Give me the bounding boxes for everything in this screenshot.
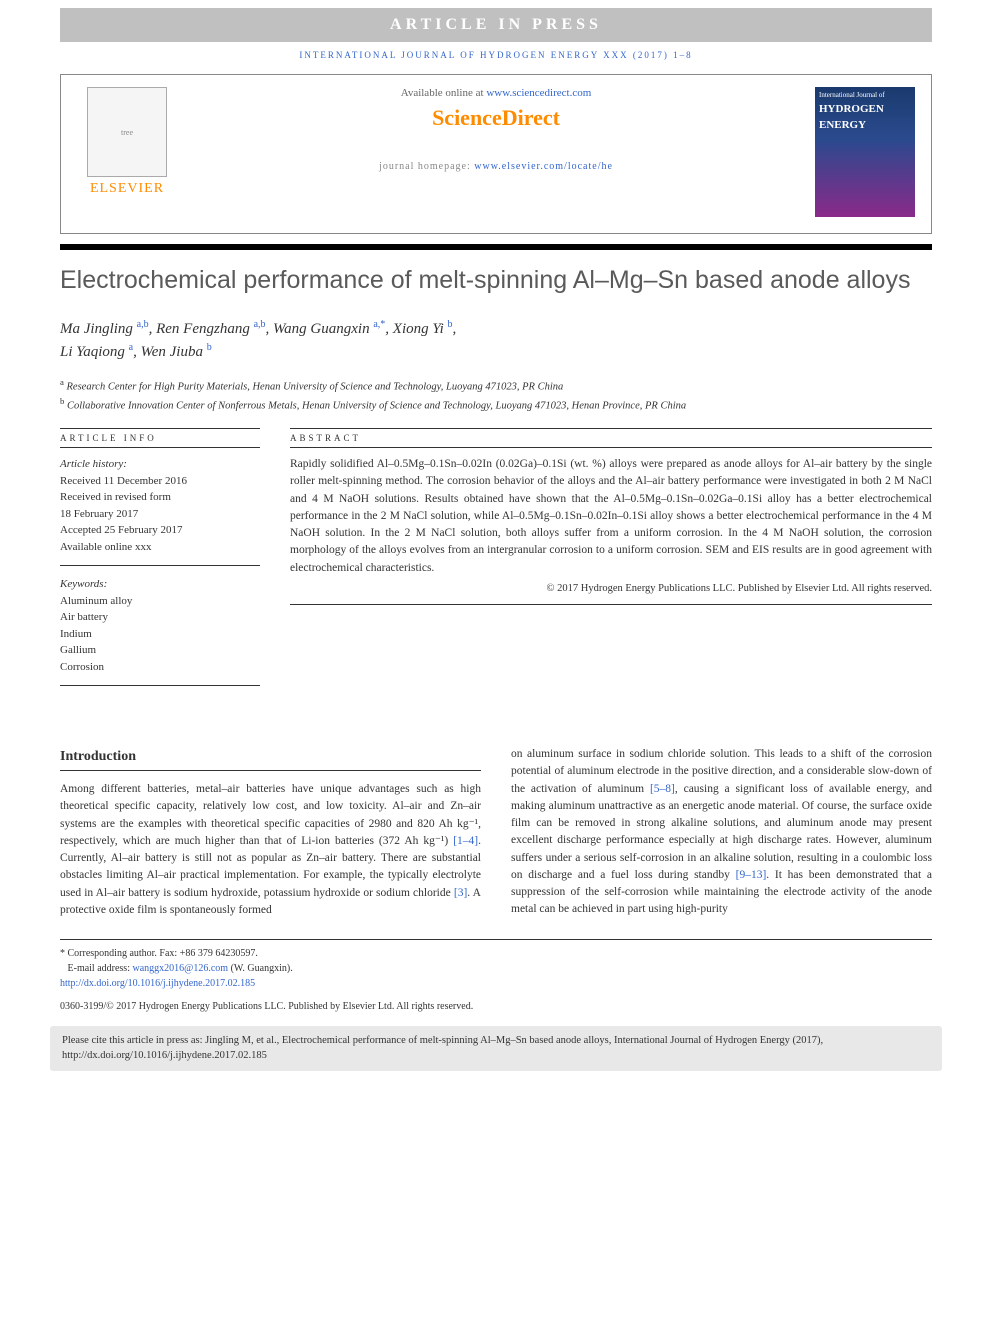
journal-homepage-link[interactable]: www.elsevier.com/locate/he <box>474 161 613 172</box>
journal-homepage-text: journal homepage: www.elsevier.com/locat… <box>197 161 795 172</box>
available-online-text: Available online at www.sciencedirect.co… <box>197 87 795 99</box>
journal-cover-thumbnail: International Journal of HYDROGEN ENERGY <box>815 87 915 217</box>
sciencedirect-url-link[interactable]: www.sciencedirect.com <box>486 87 591 99</box>
elsevier-tree-icon: tree <box>87 87 167 177</box>
abstract-copyright: © 2017 Hydrogen Energy Publications LLC.… <box>290 583 932 594</box>
abstract-column: ABSTRACT Rapidly solidified Al–0.5Mg–0.1… <box>290 428 932 696</box>
cover-title-1: HYDROGEN <box>819 103 911 115</box>
introduction-heading: Introduction <box>60 746 481 771</box>
journal-reference: INTERNATIONAL JOURNAL OF HYDROGEN ENERGY… <box>0 42 992 74</box>
corresponding-author: * Corresponding author. Fax: +86 379 642… <box>60 946 932 961</box>
sciencedirect-logo: ScienceDirect <box>197 105 795 131</box>
keywords-block: Keywords: Aluminum alloy Air battery Ind… <box>60 576 260 686</box>
affiliations: a Research Center for High Purity Materi… <box>60 376 932 415</box>
cover-small-text: International Journal of <box>819 91 911 99</box>
ref-link-9-13[interactable]: [9–13] <box>736 869 767 881</box>
article-in-press-banner: ARTICLE IN PRESS <box>60 8 932 42</box>
elsevier-label: ELSEVIER <box>77 181 177 197</box>
author-list: Ma Jingling a,b, Ren Fengzhang a,b, Wang… <box>60 317 932 364</box>
footnotes: * Corresponding author. Fax: +86 379 642… <box>60 939 932 991</box>
ref-link-1-4[interactable]: [1–4] <box>453 835 478 847</box>
abstract-label: ABSTRACT <box>290 428 932 448</box>
body-column-left: Introduction Among different batteries, … <box>60 746 481 919</box>
header-box: tree ELSEVIER International Journal of H… <box>60 74 932 234</box>
body-column-right: on aluminum surface in sodium chloride s… <box>511 746 932 919</box>
article-title: Electrochemical performance of melt-spin… <box>60 264 932 297</box>
ref-link-5-8[interactable]: [5–8] <box>650 783 675 795</box>
doi-link[interactable]: http://dx.doi.org/10.1016/j.ijhydene.201… <box>60 978 255 989</box>
email-line: E-mail address: wanggx2016@126.com (W. G… <box>60 961 932 976</box>
citation-box: Please cite this article in press as: Ji… <box>50 1026 942 1071</box>
elsevier-logo: tree ELSEVIER <box>77 87 177 197</box>
thick-divider <box>60 244 932 250</box>
ref-link-3[interactable]: [3] <box>454 887 467 899</box>
issn-copyright: 0360-3199/© 2017 Hydrogen Energy Publica… <box>60 1001 932 1012</box>
body-text-columns: Introduction Among different batteries, … <box>60 746 932 919</box>
article-info-column: ARTICLE INFO Article history: Received 1… <box>60 428 260 696</box>
article-history: Article history: Received 11 December 20… <box>60 456 260 566</box>
article-info-label: ARTICLE INFO <box>60 428 260 448</box>
abstract-text: Rapidly solidified Al–0.5Mg–0.1Sn–0.02In… <box>290 456 932 577</box>
cover-title-2: ENERGY <box>819 119 911 131</box>
email-link[interactable]: wanggx2016@126.com <box>132 963 228 974</box>
